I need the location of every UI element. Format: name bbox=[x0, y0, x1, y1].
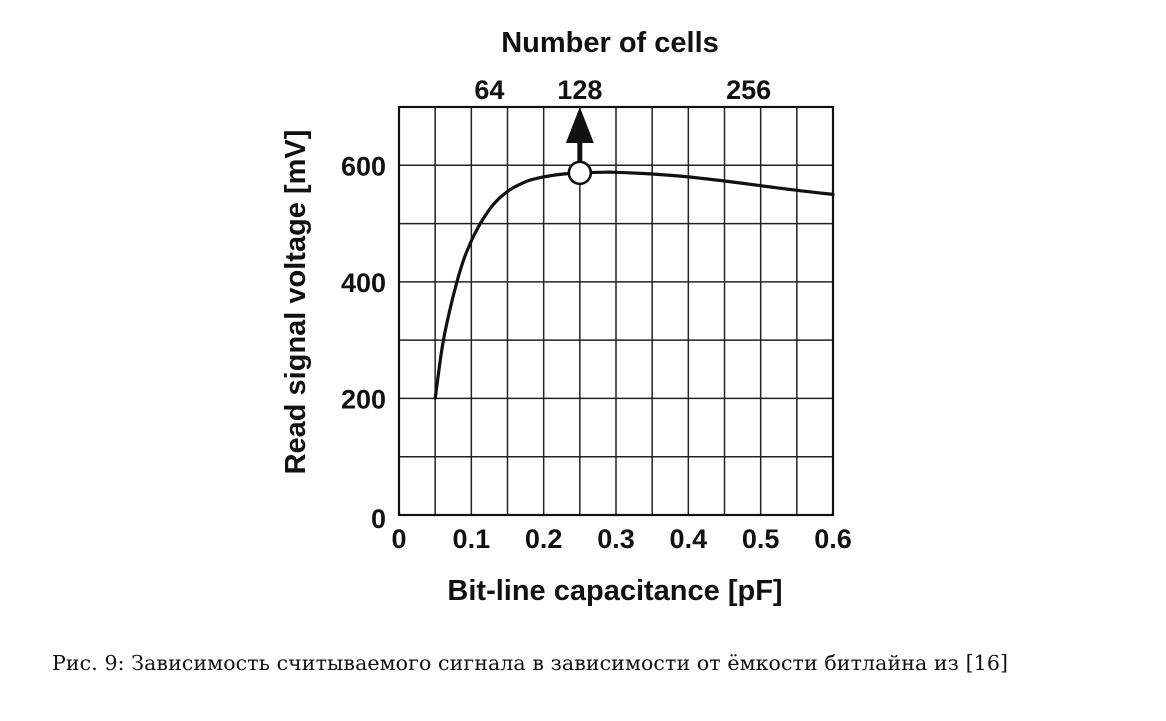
x-tick-label: 0.5 bbox=[742, 524, 780, 554]
y-tick-label: 400 bbox=[341, 268, 386, 298]
y-tick-label: 0 bbox=[371, 504, 386, 534]
grid bbox=[399, 107, 833, 515]
annotations bbox=[565, 107, 594, 186]
top-tick-label: 64 bbox=[474, 75, 504, 105]
top-axis-tick-labels: 64 128 256 bbox=[474, 75, 771, 105]
x-tick-label: 0.1 bbox=[453, 524, 491, 554]
x-tick-label: 0.2 bbox=[525, 524, 563, 554]
series-line bbox=[433, 170, 835, 400]
arrow-up-icon bbox=[565, 107, 594, 143]
chart-title: Number of cells bbox=[501, 27, 719, 59]
x-tick-label: 0.3 bbox=[597, 524, 635, 554]
y-tick-label: 200 bbox=[341, 384, 386, 414]
plot-frame bbox=[397, 105, 835, 517]
x-tick-label: 0.4 bbox=[670, 524, 708, 554]
x-tick-labels: 0 0.1 0.2 0.3 0.4 0.5 0.6 bbox=[391, 524, 851, 554]
figure-caption: Рис. 9: Зависимость считываемого сигнала… bbox=[52, 651, 1009, 675]
marker-circle bbox=[567, 160, 593, 186]
chart: Number of cells 0 0.1 0.2 0.3 0.4 0.5 0.6 0 200… bbox=[280, 27, 852, 607]
x-tick-label: 0 bbox=[391, 524, 406, 554]
y-tick-label: 600 bbox=[341, 151, 386, 181]
x-tick-label: 0.6 bbox=[814, 524, 852, 554]
y-axis-label: Read signal voltage [mV] bbox=[280, 130, 312, 475]
top-tick-label: 128 bbox=[557, 75, 602, 105]
y-tick-labels: 0 200 400 600 bbox=[341, 151, 386, 534]
top-tick-label: 256 bbox=[726, 75, 771, 105]
x-axis-label: Bit-line capacitance [pF] bbox=[447, 575, 782, 607]
